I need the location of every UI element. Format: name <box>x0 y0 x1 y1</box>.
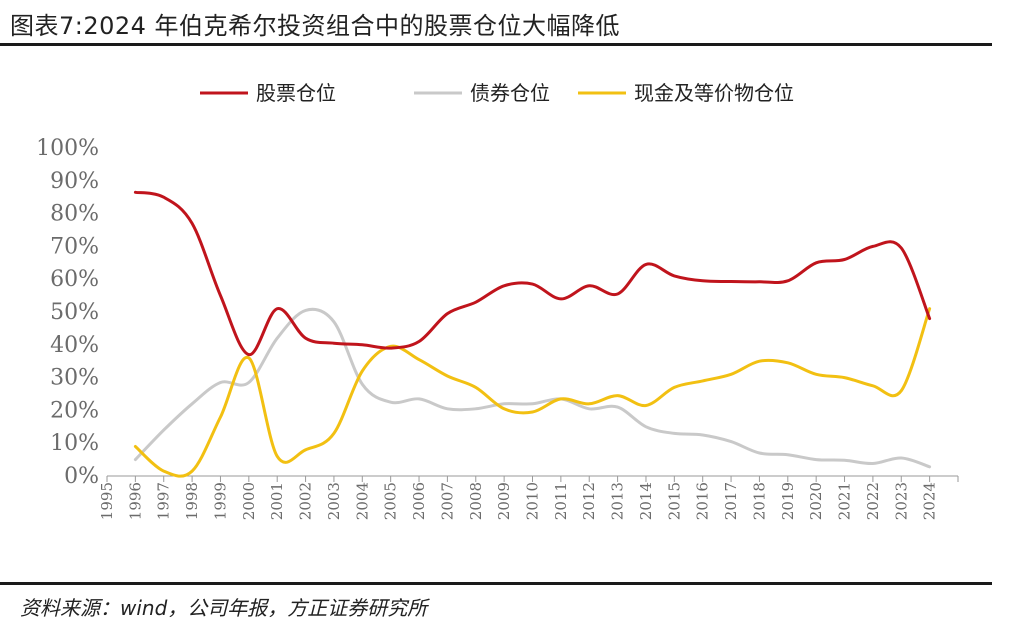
y-tick-label: 30% <box>50 366 99 391</box>
x-tick-label: 2016 <box>694 482 712 520</box>
series-line-1 <box>133 307 932 469</box>
y-tick-label: 10% <box>50 431 99 456</box>
y-tick-label: 70% <box>50 234 99 259</box>
x-tick-label: 2004 <box>353 482 371 520</box>
y-tick-label: 20% <box>50 398 99 423</box>
series-line-2 <box>133 307 932 478</box>
x-tick-label: 2005 <box>382 482 400 520</box>
source-divider <box>0 582 992 585</box>
x-tick-label: 2001 <box>268 482 286 520</box>
x-tick-label: 2018 <box>750 482 768 520</box>
x-tick-label: 1999 <box>211 482 229 520</box>
y-tick-label: 50% <box>50 300 99 325</box>
x-tick-label: 2017 <box>722 482 740 520</box>
y-tick-label: 100% <box>36 136 99 161</box>
x-tick-label: 1996 <box>126 482 144 520</box>
chart-title: 图表7:2024 年伯克希尔投资组合中的股票仓位大幅降低 <box>10 12 621 40</box>
x-tick-label: 2013 <box>609 482 627 520</box>
x-tick-label: 1998 <box>183 482 201 520</box>
legend-label: 债券仓位 <box>470 81 550 105</box>
legend-label: 股票仓位 <box>256 81 336 105</box>
y-tick-label: 90% <box>50 169 99 194</box>
x-tick-label: 2003 <box>325 482 343 520</box>
axis-layer: 0% 10% 20% 30% 40% 50% 60% 70% 80% 90% 100% 1995 199… <box>36 136 959 520</box>
legend-label: 现金及等价物仓位 <box>634 81 794 105</box>
y-tick-label: 0% <box>64 464 99 489</box>
series-line-0 <box>133 190 932 357</box>
x-tick-label: 2000 <box>240 482 258 520</box>
series-layer <box>133 190 932 478</box>
source-note: 资料来源：wind，公司年报，方正证券研究所 <box>20 596 428 620</box>
x-tick-label: 2006 <box>410 482 428 520</box>
x-tick-label: 2024 <box>921 482 939 520</box>
x-tick-label: 2008 <box>467 482 485 520</box>
x-tick-label: 2010 <box>524 482 542 520</box>
x-tick-label: 2022 <box>864 482 882 520</box>
x-tick-label: 2002 <box>297 482 315 520</box>
x-tick-label: 2023 <box>892 482 910 520</box>
title-divider <box>0 43 992 46</box>
x-tick-label: 2021 <box>836 482 854 520</box>
y-tick-label: 60% <box>50 267 99 292</box>
x-tick-label: 2020 <box>807 482 825 520</box>
x-tick-label: 2015 <box>665 482 683 520</box>
y-tick-label: 40% <box>50 333 99 358</box>
legend: 股票仓位 债券仓位 现金及等价物仓位 <box>200 81 794 105</box>
y-tick-label: 80% <box>50 202 99 227</box>
x-tick-label: 2011 <box>552 482 570 520</box>
x-tick-label: 2007 <box>438 482 456 520</box>
x-tick-label: 1997 <box>155 482 173 520</box>
x-tick-label: 1995 <box>98 482 116 520</box>
x-tick-label: 2012 <box>580 482 598 520</box>
x-tick-label: 2014 <box>637 482 655 520</box>
x-tick-label: 2009 <box>495 482 513 520</box>
x-tick-label: 2019 <box>779 482 797 520</box>
